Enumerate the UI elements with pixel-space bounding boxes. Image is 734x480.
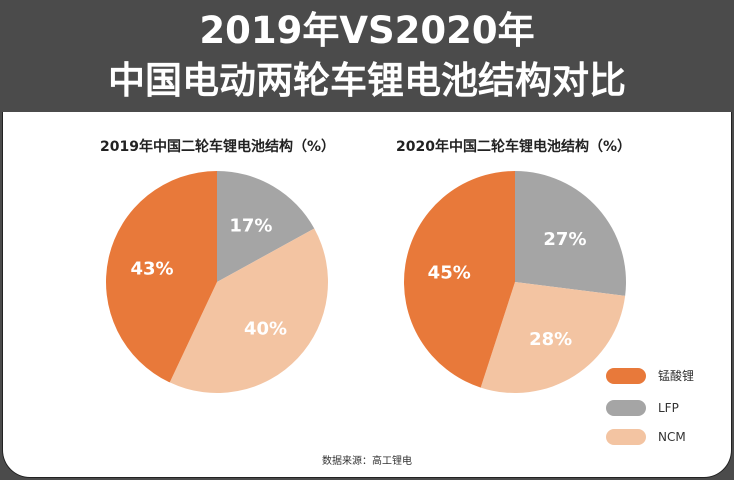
- legend-item-ncm: NCM: [606, 429, 686, 445]
- pie-slice-锰酸锂: [105, 171, 217, 383]
- title-line-1: 2019年VS2020年: [199, 9, 535, 52]
- data-label: 43%: [130, 258, 173, 279]
- legend-label: NCM: [658, 430, 686, 444]
- data-label: 40%: [244, 319, 287, 340]
- pie-slice-NCM: [169, 228, 329, 393]
- legend-label: 锰酸锂: [658, 369, 695, 383]
- legend-swatch: [606, 400, 646, 416]
- data-label: 45%: [428, 263, 471, 284]
- pie-slice-LFP: [515, 171, 626, 296]
- data-label: 17%: [229, 216, 272, 237]
- source-note: 数据来源：高工锂电: [322, 456, 412, 467]
- title-line-2: 中国电动两轮车锂电池结构对比: [108, 59, 626, 102]
- legend-item-lfp: LFP: [606, 400, 679, 416]
- data-label: 28%: [529, 329, 572, 350]
- legend-item-mn: 锰酸锂: [606, 367, 694, 384]
- pie-slice-锰酸锂: [404, 170, 515, 388]
- chart-title-2019: 2019年中国二轮车锂电池结构（%）: [100, 139, 335, 155]
- chart-title-2020: 2020年中国二轮车锂电池结构（%）: [396, 139, 631, 155]
- pie-slice-LFP: [217, 171, 315, 282]
- header: 2019年VS2020年 中国电动两轮车锂电池结构对比: [0, 0, 734, 112]
- legend-swatch: [606, 429, 646, 445]
- pie-slice-NCM: [480, 282, 626, 393]
- data-label: 27%: [543, 229, 586, 250]
- legend-swatch: [606, 367, 646, 384]
- legend-label: LFP: [658, 401, 679, 415]
